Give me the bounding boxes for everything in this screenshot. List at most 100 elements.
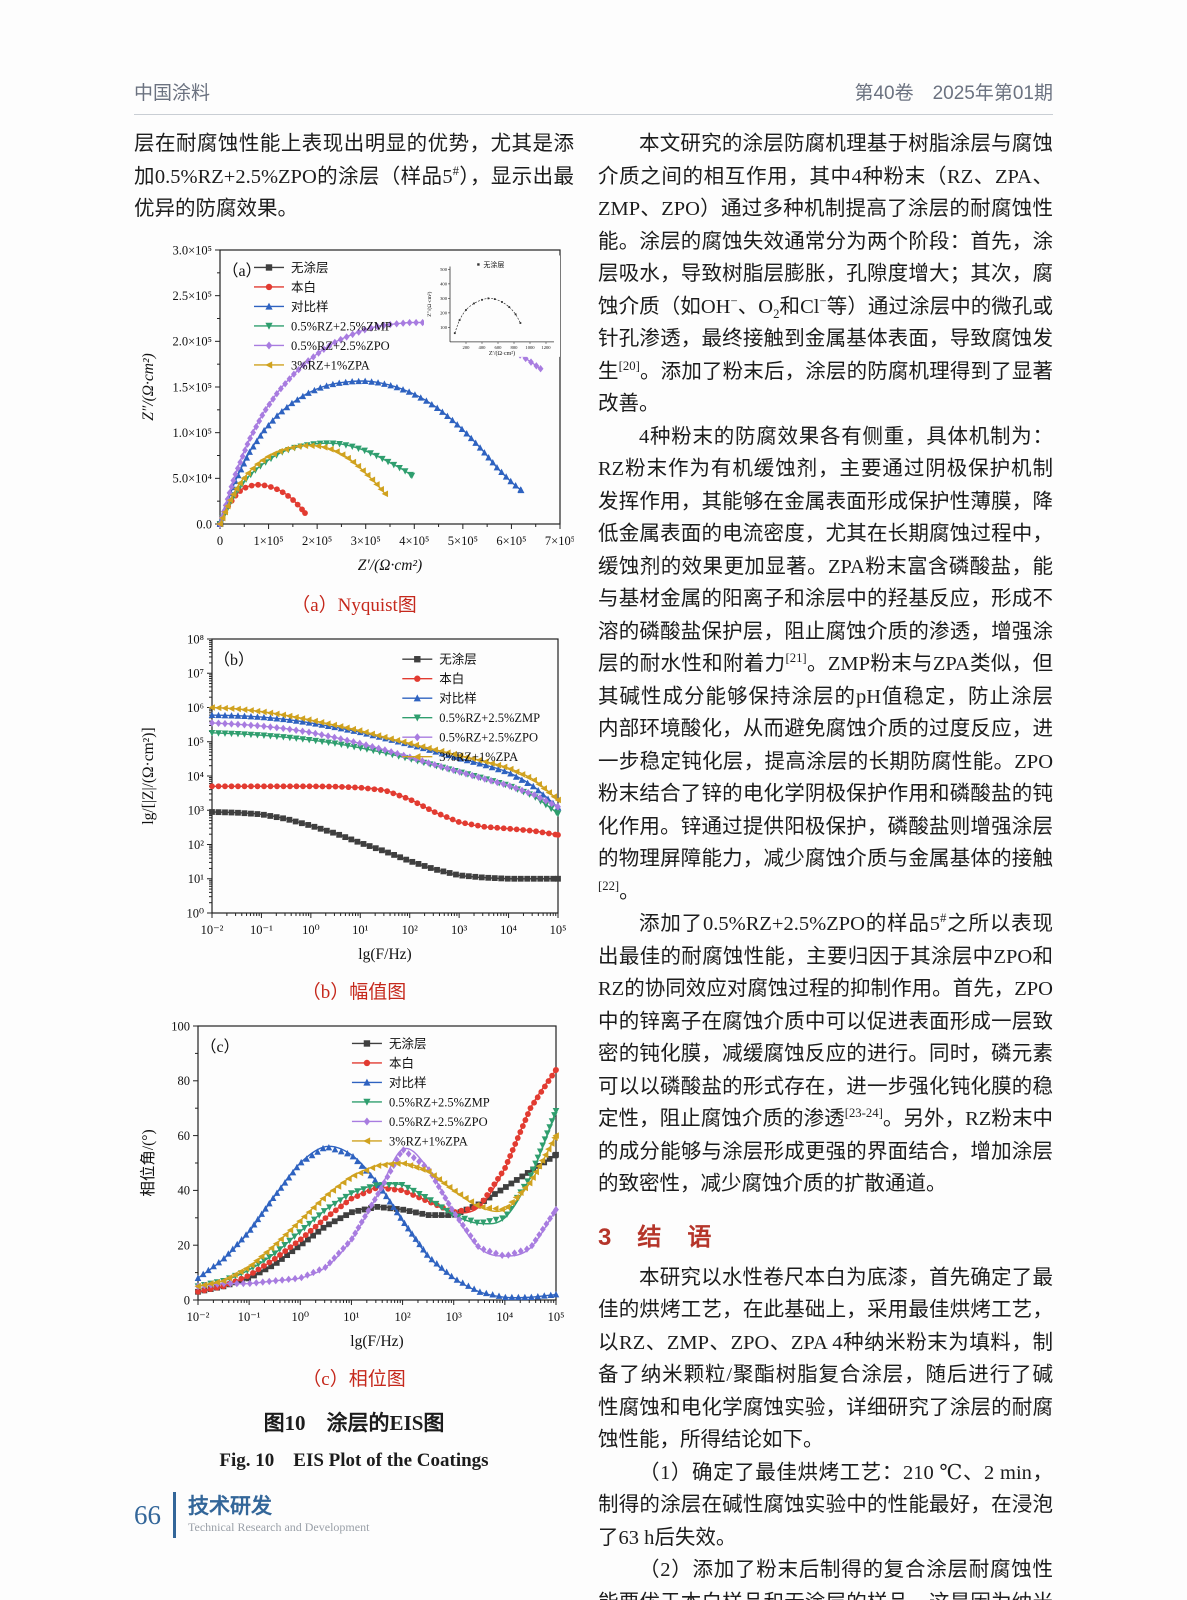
svg-text:对比样: 对比样 [291, 298, 329, 313]
journal-name: 中国涂料 [134, 83, 211, 104]
svg-text:10⁴: 10⁴ [187, 769, 204, 783]
svg-text:3%RZ+1%ZPA: 3%RZ+1%ZPA [389, 1134, 468, 1148]
right-column: 本文研究的涂层防腐机理基于树脂涂层与腐蚀介质之间的相互作用，其中4种粉末（RZ、… [598, 128, 1053, 1600]
svg-text:20: 20 [178, 1238, 191, 1252]
paragraph-intro-continued: 层在耐腐蚀性能上表现出明显的优势，尤其是添加0.5%RZ+2.5%ZPO的涂层（… [134, 133, 574, 220]
svg-text:lg/[|Z|/(Ω·cm²)]: lg/[|Z|/(Ω·cm²)] [140, 727, 157, 824]
svg-text:10⁻²: 10⁻² [187, 1310, 210, 1324]
issue-info: 第40卷 2025年第01期 [854, 83, 1053, 104]
svg-text:600: 600 [495, 344, 503, 349]
svg-text:5×10⁵: 5×10⁵ [448, 534, 478, 548]
svg-text:lg(F/Hz): lg(F/Hz) [350, 1333, 403, 1350]
svg-text:10¹: 10¹ [188, 872, 205, 886]
paragraph-conclusion-intro: 本研究以水性卷尺本白为底漆，首先确定了最佳的烘烤工艺，在此基础上，采用最佳烘烤工… [598, 1266, 1053, 1452]
svg-text:0.5%RZ+2.5%ZMP: 0.5%RZ+2.5%ZMP [389, 1095, 490, 1109]
svg-text:0.5%RZ+2.5%ZPO: 0.5%RZ+2.5%ZPO [439, 730, 538, 744]
svg-text:400: 400 [440, 281, 448, 286]
svg-text:1×10⁵: 1×10⁵ [253, 534, 283, 548]
svg-text:Z″/(Ω·cm²): Z″/(Ω·cm²) [426, 291, 433, 316]
svg-text:0.5%RZ+2.5%ZMP: 0.5%RZ+2.5%ZMP [439, 711, 540, 725]
svg-text:10⁸: 10⁸ [187, 632, 204, 646]
svg-text:10⁰: 10⁰ [186, 906, 204, 920]
svg-text:40: 40 [178, 1183, 191, 1197]
left-column: 层在耐腐蚀性能上表现出明显的优势，尤其是添加0.5%RZ+2.5%ZPO的涂层（… [134, 128, 574, 1600]
svg-text:4×10⁵: 4×10⁵ [399, 534, 429, 548]
two-column-layout: 层在耐腐蚀性能上表现出明显的优势，尤其是添加0.5%RZ+2.5%ZPO的涂层（… [134, 128, 1053, 1600]
svg-text:0.5%RZ+2.5%ZPO: 0.5%RZ+2.5%ZPO [291, 338, 390, 352]
nyquist-chart: 0 1×10⁵ 2×10⁵ 3×10⁵ 4×10⁵ 5×10⁵ 6×10⁵ 7×10⁵ 0.0 5… [140, 243, 574, 574]
svg-text:400: 400 [479, 344, 487, 349]
svg-text:60: 60 [178, 1128, 191, 1142]
svg-text:10⁻¹: 10⁻¹ [250, 923, 273, 937]
svg-text:Z″/(Ω·cm²): Z″/(Ω·cm²) [140, 353, 157, 421]
svg-text:1.5×10⁵: 1.5×10⁵ [172, 380, 212, 394]
svg-text:无涂层: 无涂层 [439, 651, 477, 666]
svg-text:5.0×10⁴: 5.0×10⁴ [172, 471, 212, 485]
svg-text:10¹: 10¹ [352, 923, 369, 937]
svg-text:10¹: 10¹ [343, 1310, 360, 1324]
footer-section-cn: 技术研发 [188, 1495, 272, 1518]
svg-text:3%RZ+1%ZPA: 3%RZ+1%ZPA [291, 358, 370, 372]
page-header: 中国涂料 第40卷 2025年第01期 [134, 78, 1053, 115]
svg-text:10⁵: 10⁵ [548, 1310, 565, 1324]
paragraph-sample5-synergy: 添加了0.5%RZ+2.5%ZPO的样品5#之所以表现出最佳的耐腐蚀性能，主要归… [598, 911, 1054, 1195]
svg-text:0.0: 0.0 [196, 517, 212, 531]
svg-text:（c）: （c） [200, 1038, 239, 1056]
svg-text:10⁰: 10⁰ [292, 1310, 310, 1324]
svg-text:0: 0 [184, 1293, 190, 1307]
svg-text:对比样: 对比样 [439, 690, 477, 705]
svg-text:Z′/(Ω·cm²): Z′/(Ω·cm²) [358, 557, 422, 574]
svg-text:500: 500 [440, 266, 448, 271]
svg-text:10⁵: 10⁵ [550, 923, 567, 937]
svg-text:本白: 本白 [291, 279, 316, 294]
svg-text:本白: 本白 [389, 1055, 414, 1070]
svg-text:10⁶: 10⁶ [187, 700, 204, 714]
svg-text:0.5%RZ+2.5%ZMP: 0.5%RZ+2.5%ZMP [291, 319, 392, 333]
section-heading-conclusion: 3 结 语 [598, 1223, 713, 1251]
figure-caption-en: Fig. 10 EIS Plot of the Coatings [219, 1449, 489, 1471]
figure-caption-cn: 图10 涂层的EIS图 [263, 1410, 445, 1435]
bode-magnitude-chart: 10⁻² 10⁻¹ 10⁰ 10¹ 10² 10³ 10⁴ 10⁵ 10⁰ 10¹ 10² 10³ 10… [140, 632, 567, 963]
svg-text:0: 0 [217, 534, 223, 548]
svg-text:Z′/(Ω·cm²): Z′/(Ω·cm²) [489, 349, 515, 356]
caption-panel-c: （c）相位图 [302, 1368, 406, 1390]
svg-text:6×10⁵: 6×10⁵ [496, 534, 526, 548]
paragraph-conclusion-1: （1）确定了最佳烘烤工艺：210 ℃、2 min，制得的涂层在碱性腐蚀实验中的性… [598, 1461, 1053, 1549]
svg-text:100: 100 [171, 1019, 190, 1033]
svg-text:无涂层: 无涂层 [483, 259, 504, 268]
svg-text:2×10⁵: 2×10⁵ [302, 534, 332, 548]
svg-text:本白: 本白 [439, 671, 464, 686]
svg-text:无涂层: 无涂层 [389, 1035, 427, 1050]
paragraph-conclusion-2: （2）添加了粉末后制得的复合涂层耐腐蚀性能要优于本白样品和无涂层的样品，这是因为… [598, 1559, 1053, 1600]
paragraph-powder-mechanisms: 4种粉末的防腐效果各有侧重，具体机制为：RZ粉末作为有机缓蚀剂，主要通过阴极保护… [598, 425, 1053, 903]
svg-text:3×10⁵: 3×10⁵ [351, 534, 381, 548]
svg-text:3.0×10⁵: 3.0×10⁵ [172, 243, 212, 257]
svg-text:0.5%RZ+2.5%ZPO: 0.5%RZ+2.5%ZPO [389, 1114, 488, 1128]
svg-text:2.5×10⁵: 2.5×10⁵ [172, 288, 212, 302]
svg-text:10⁴: 10⁴ [500, 923, 517, 937]
svg-text:200: 200 [440, 310, 448, 315]
page-number: 66 [134, 1499, 161, 1530]
svg-text:10⁻²: 10⁻² [201, 923, 224, 937]
svg-text:3%RZ+1%ZPA: 3%RZ+1%ZPA [439, 750, 518, 764]
svg-text:相位角/(°): 相位角/(°) [139, 1129, 157, 1196]
page-footer: 66 技术研发 Technical Research and Developme… [134, 1492, 369, 1538]
footer-section-en: Technical Research and Development [188, 1520, 370, 1534]
footer-divider [173, 1492, 176, 1538]
caption-panel-a: （a）Nyquist图 [291, 594, 417, 616]
paragraph-mechanism-overview: 本文研究的涂层防腐机理基于树脂涂层与腐蚀介质之间的相互作用，其中4种粉末（RZ、… [598, 133, 1054, 415]
svg-text:10⁰: 10⁰ [302, 923, 320, 937]
svg-text:无涂层: 无涂层 [291, 259, 329, 274]
footer-section: 技术研发 Technical Research and Development [188, 1495, 369, 1535]
svg-text:（a）: （a） [222, 262, 261, 280]
phase-angle-chart: 10⁻² 10⁻¹ 10⁰ 10¹ 10² 10³ 10⁴ 10⁵ 0 20 40 60 80 100 lg… [139, 1019, 565, 1350]
svg-text:10⁴: 10⁴ [496, 1310, 513, 1324]
svg-text:10³: 10³ [188, 803, 205, 817]
caption-panel-b: （b）幅值图 [301, 981, 407, 1003]
svg-text:800: 800 [511, 344, 519, 349]
svg-text:80: 80 [178, 1074, 191, 1088]
svg-text:（b）: （b） [214, 651, 254, 669]
svg-text:1200: 1200 [541, 344, 551, 349]
svg-text:10⁵: 10⁵ [187, 735, 204, 749]
